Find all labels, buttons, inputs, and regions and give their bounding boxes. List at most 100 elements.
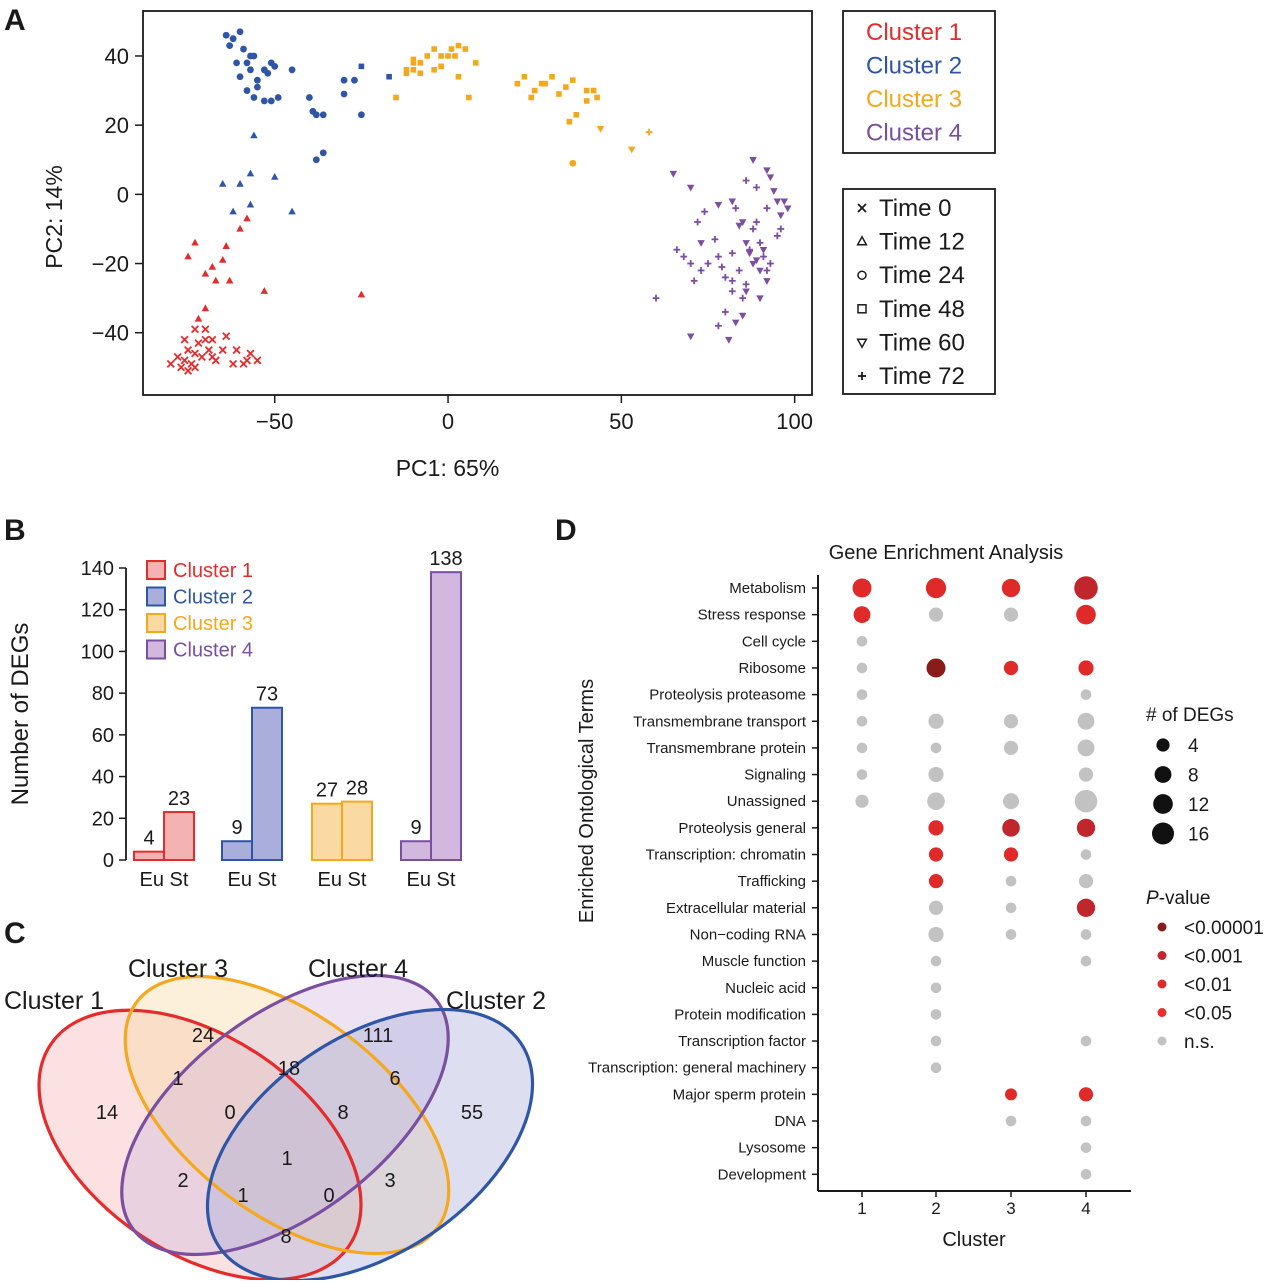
enrichment-dot xyxy=(1002,793,1020,810)
x-axis-label: Cluster xyxy=(942,1229,1006,1251)
marker-square xyxy=(549,73,555,80)
bar xyxy=(311,802,343,862)
scatter-point xyxy=(704,260,712,267)
scatter-point xyxy=(766,174,775,182)
series-cluster-4-triangle-down xyxy=(669,157,792,344)
legend-pvalue-label: <0.00001 xyxy=(1184,918,1264,939)
marker-square xyxy=(410,56,417,63)
bar xyxy=(400,840,432,862)
marker-x-stroke xyxy=(187,359,196,368)
venn-set-label: Cluster 4 xyxy=(308,955,408,983)
scatter-point xyxy=(569,159,577,167)
scatter-point xyxy=(357,290,366,298)
series-cluster-3-plus xyxy=(645,128,653,136)
venn-region-count: 6 xyxy=(389,1068,400,1090)
marker-triangle-down xyxy=(669,170,678,178)
legend-pvalue-label: <0.001 xyxy=(1184,947,1243,968)
scatter-point xyxy=(455,42,462,49)
legend-time-label: Time 24 xyxy=(879,262,965,289)
scatter-point xyxy=(742,177,750,184)
marker-square xyxy=(455,42,462,49)
bar-group-cluster-4: 9 138 Eu St xyxy=(400,548,463,891)
scatter-point xyxy=(583,87,590,94)
bar xyxy=(163,811,195,861)
scatter-point xyxy=(694,218,702,226)
scatter-point xyxy=(246,169,255,177)
legend-swatch xyxy=(146,560,166,580)
marker-circle xyxy=(250,94,258,101)
x-tick-label: −50 xyxy=(256,409,293,434)
marker-square xyxy=(472,60,479,66)
enrichment-dot xyxy=(1005,902,1017,914)
scatter-point xyxy=(243,87,251,94)
series-cluster-4-plus xyxy=(652,177,785,330)
venn-region-count: 111 xyxy=(363,1025,393,1047)
venn-region-count: 1 xyxy=(237,1185,248,1207)
legend-title-rest: -value xyxy=(1159,888,1211,909)
marker-circle xyxy=(229,35,237,43)
enrichment-dot xyxy=(1003,660,1019,676)
legend-cluster-label: Cluster 4 xyxy=(866,120,962,147)
marker-square xyxy=(410,67,417,73)
plot-frame xyxy=(142,10,813,396)
scatter-point xyxy=(531,87,538,94)
scatter-point xyxy=(242,356,252,365)
marker-triangle-down xyxy=(738,312,747,320)
scatter-point xyxy=(752,257,761,265)
bar xyxy=(430,571,462,862)
scatter-point xyxy=(240,45,247,53)
y-axis-label: Number of DEGs xyxy=(7,623,34,806)
panel-label-d: D xyxy=(555,514,577,547)
scatter-point xyxy=(448,46,455,52)
scatter-point xyxy=(753,184,760,191)
scatter-point xyxy=(514,80,521,87)
term-label: Transmembrane protein xyxy=(646,740,806,757)
term-label: Ribosome xyxy=(738,660,806,677)
marker-square xyxy=(590,87,597,94)
scatter-point xyxy=(763,167,771,175)
scatter-point xyxy=(773,198,782,206)
marker-plus xyxy=(858,372,866,380)
legend-title-italic: P xyxy=(1146,888,1159,909)
venn-set-label: Cluster 1 xyxy=(4,987,104,1015)
marker-square xyxy=(573,111,580,118)
marker-triangle xyxy=(270,172,279,180)
scatter-point xyxy=(243,59,251,67)
marker-x-stroke xyxy=(177,363,186,372)
marker-triangle-down xyxy=(742,240,750,247)
term-label: Nucleic acid xyxy=(725,980,806,997)
y-axis-label: Enriched Ontological Terms xyxy=(576,679,598,923)
scatter-point xyxy=(697,267,705,274)
marker-circle xyxy=(312,111,320,119)
scatter-point xyxy=(212,276,220,284)
scatter-point xyxy=(715,322,722,330)
panel-label-b: B xyxy=(4,514,26,547)
marker-triangle xyxy=(250,131,258,139)
venn-region-count: 0 xyxy=(323,1185,334,1207)
scatter-point xyxy=(760,253,767,261)
venn-region-count: 1 xyxy=(172,1068,183,1090)
legend-cluster-label: Cluster 2 xyxy=(866,53,962,80)
scatter-point xyxy=(521,73,528,80)
scatter-point xyxy=(177,363,186,372)
scatter-point xyxy=(312,156,320,164)
scatter-point xyxy=(756,239,764,247)
marker-triangle xyxy=(225,276,234,284)
marker-square xyxy=(424,53,431,59)
venn-fill-cluster-3 xyxy=(125,976,449,1254)
venn-set-label: Cluster 2 xyxy=(446,987,546,1015)
y-tick-label: 40 xyxy=(92,767,114,789)
series-cluster-1-triangle xyxy=(184,214,366,322)
legend-time-marker xyxy=(856,338,868,349)
panel-b: B 0 20 40 60 80 100 120 140 Number of DEGs 4 23 Eu S… xyxy=(4,514,463,891)
marker-triangle-down xyxy=(735,222,743,230)
scatter-point xyxy=(246,349,255,358)
legend-size-label: 12 xyxy=(1188,795,1209,816)
marker-triangle xyxy=(246,169,255,177)
marker-triangle xyxy=(201,269,210,277)
scatter-point xyxy=(455,73,462,80)
scatter-point xyxy=(424,53,431,59)
scatter-point xyxy=(253,356,262,365)
legend-time-marker xyxy=(856,235,868,246)
marker-square xyxy=(431,67,437,73)
